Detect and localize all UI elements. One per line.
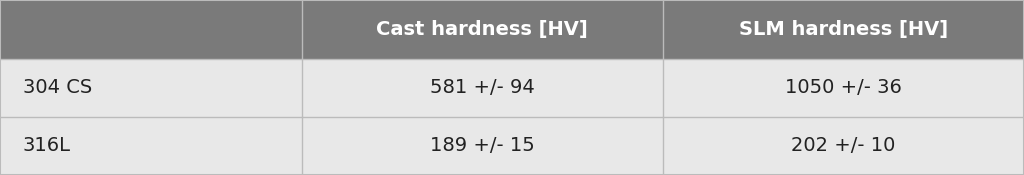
Bar [663, 59, 1024, 117]
Text: 189 +/- 15: 189 +/- 15 [430, 136, 535, 155]
Text: 304 CS: 304 CS [23, 78, 92, 97]
Text: Cast hardness [HV]: Cast hardness [HV] [377, 20, 588, 39]
Bar [663, 0, 1024, 59]
Text: SLM hardness [HV]: SLM hardness [HV] [738, 20, 948, 39]
Bar [302, 0, 663, 59]
Text: 316L: 316L [23, 136, 71, 155]
Bar [0, 59, 302, 117]
Bar [302, 117, 663, 175]
Bar [302, 59, 663, 117]
Bar [0, 117, 302, 175]
Text: 1050 +/- 36: 1050 +/- 36 [784, 78, 902, 97]
Text: 202 +/- 10: 202 +/- 10 [792, 136, 895, 155]
Text: 581 +/- 94: 581 +/- 94 [430, 78, 535, 97]
Bar [0, 0, 302, 59]
Bar [663, 117, 1024, 175]
